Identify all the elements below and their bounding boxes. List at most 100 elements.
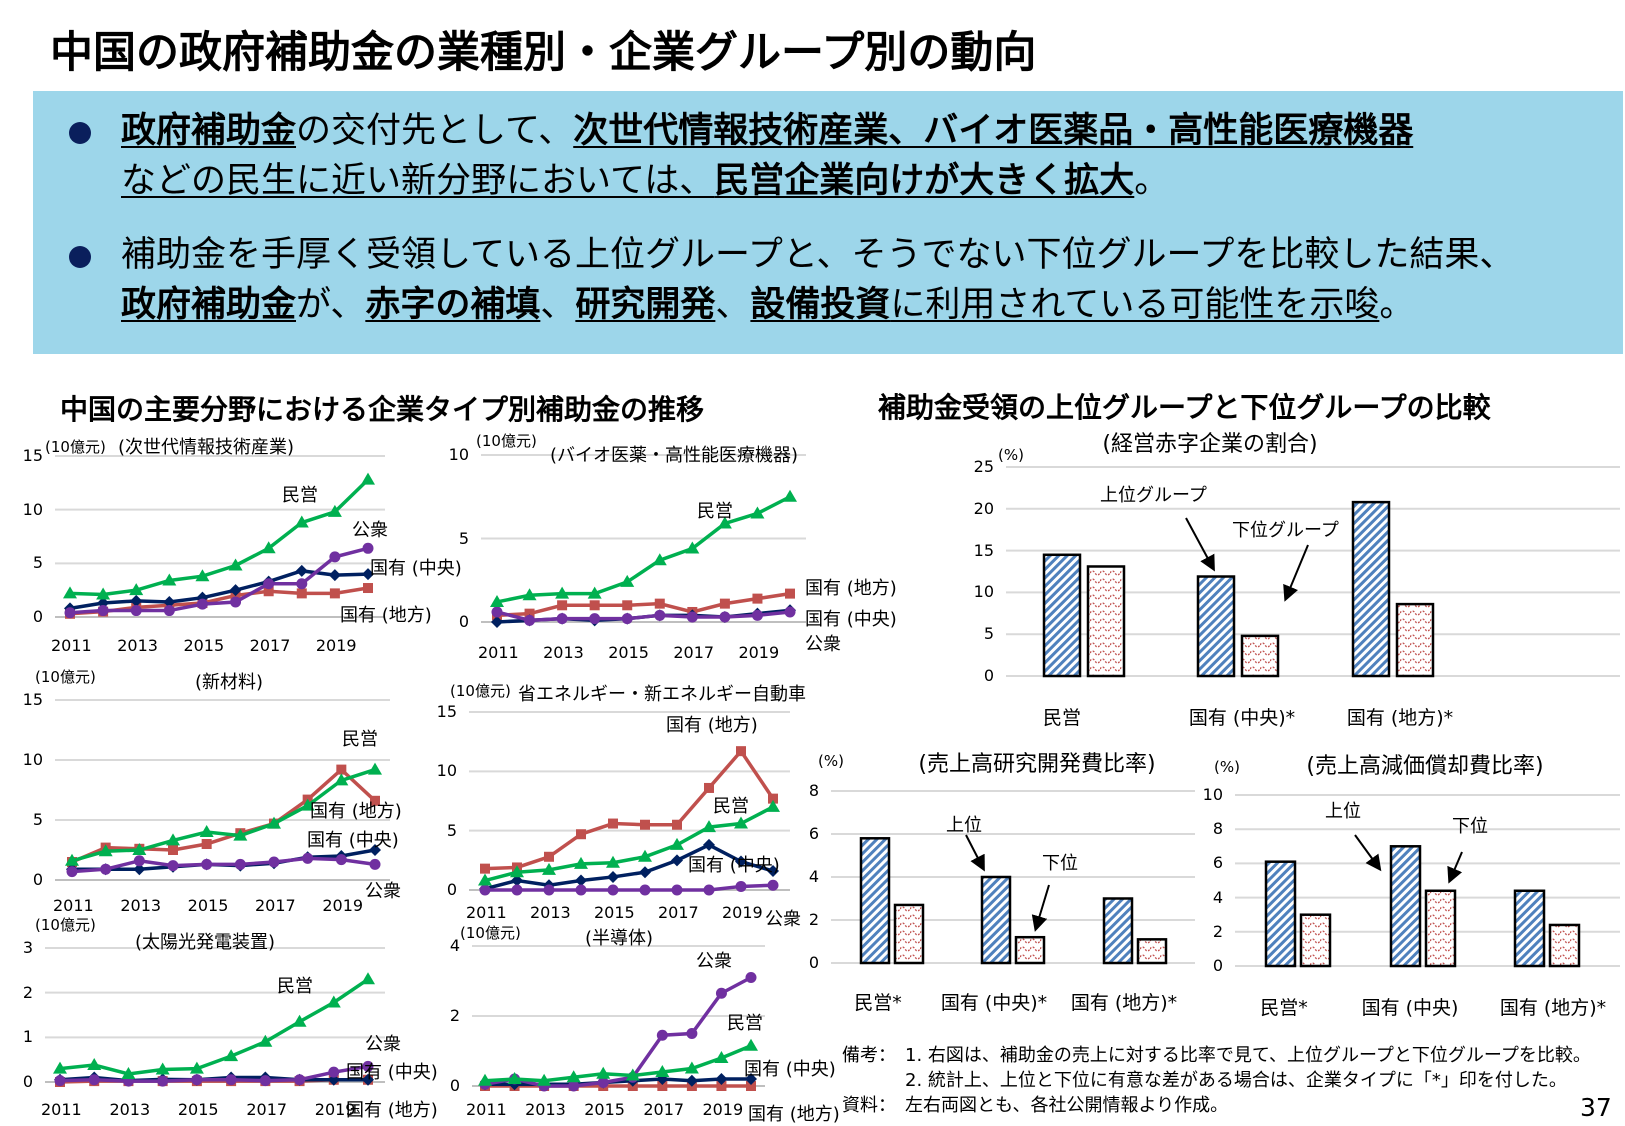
data-point-circle: [751, 609, 763, 621]
data-point-square: [746, 1081, 756, 1091]
x-tick-label: 2015: [584, 1100, 625, 1119]
series-label: 民営: [727, 1013, 763, 1034]
y-tick-label: 10: [1202, 785, 1223, 804]
data-point-triangle: [162, 573, 177, 586]
y-tick-label: 8: [808, 781, 819, 800]
bullet-text-segment: などの民生に近い新分野においては、: [121, 161, 715, 201]
data-point-square: [768, 793, 778, 804]
y-tick-label: 0: [446, 880, 457, 899]
data-point-circle: [597, 1077, 609, 1088]
data-point-circle: [568, 1080, 580, 1092]
series-annotation: 下位: [1042, 853, 1078, 874]
y-tick-label: 0: [983, 666, 994, 685]
series-label: 公衆: [696, 951, 732, 972]
series-annotation: 上位グループ: [1100, 485, 1207, 506]
data-point-triangle: [510, 865, 524, 878]
data-point-triangle: [53, 1061, 67, 1074]
chart-title: (次世代情報技術産業): [118, 437, 295, 458]
y-tick-label: 10: [22, 750, 43, 769]
series-label: 国有 (中央): [370, 558, 462, 579]
data-point-triangle: [625, 1068, 640, 1081]
data-point-circle: [621, 613, 633, 625]
bullet-icon: [69, 122, 91, 144]
series-label: 国有 (地方): [346, 1100, 438, 1121]
x-tick-label: 2013: [109, 1100, 151, 1119]
data-point-diamond: [163, 595, 176, 608]
y-tick-label: 2: [1212, 921, 1223, 941]
bullet-text-segment: 、: [540, 285, 576, 325]
data-point-circle: [302, 852, 314, 864]
data-point-square: [752, 593, 763, 604]
x-tick-label: 2013: [525, 1100, 566, 1119]
x-tick-label: 2011: [51, 636, 92, 655]
category-label: 民営*: [1260, 997, 1308, 1019]
x-tick-label: 2011: [466, 1100, 507, 1119]
x-tick-label: 2017: [249, 636, 291, 655]
x-tick-label: 2011: [478, 643, 519, 662]
data-point-triangle: [684, 1061, 699, 1074]
bullet-text-segment: 。: [1379, 285, 1415, 325]
chart-title: (売上高減価償却費比率): [1306, 754, 1544, 779]
category-label: 国有 (地方)*: [1070, 992, 1178, 1014]
y-tick-label: 5: [32, 810, 43, 829]
data-point-square: [672, 819, 682, 830]
data-point-triangle: [195, 569, 210, 582]
series-label: 民営: [277, 976, 313, 997]
data-point-circle: [335, 854, 347, 866]
data-point-triangle: [620, 574, 635, 587]
x-tick-label: 2015: [177, 1100, 219, 1119]
bullet-text-segment: 次世代情報技術産業、バイオ医薬品・高性能医療機器: [573, 111, 1414, 151]
data-point-square: [370, 795, 380, 806]
series-line: [71, 767, 377, 864]
data-point-square: [719, 598, 730, 609]
category-label: 国有 (中央)*: [1188, 707, 1296, 729]
data-point-triangle: [714, 1051, 729, 1063]
x-tick-label: 2017: [255, 896, 296, 915]
series-annotation: 上位: [946, 815, 982, 836]
unit-label: (%): [1214, 758, 1240, 776]
data-point-triangle: [750, 506, 765, 519]
data-point-circle: [607, 884, 619, 896]
y-tick-label: 8: [1212, 819, 1223, 839]
unit-label: (10億元): [35, 916, 96, 934]
bullet-line: 政府補助金の交付先として、次世代情報技術産業、バイオ医薬品・高性能医療機器: [121, 111, 1413, 151]
y-tick-label: 0: [449, 1076, 460, 1095]
data-point-triangle: [478, 873, 492, 886]
data-point-triangle: [326, 995, 341, 1008]
x-tick-label: 2015: [594, 903, 635, 922]
data-point-circle: [703, 884, 715, 896]
series-label: 国有 (地方): [666, 715, 758, 736]
data-point-circle: [133, 855, 145, 867]
right-heading: 補助金受領の上位グループと下位グループの比較: [878, 391, 1491, 424]
data-point-circle: [745, 972, 757, 983]
data-point-circle: [671, 884, 683, 896]
data-point-circle: [328, 1066, 340, 1078]
y-tick-label: 5: [983, 624, 994, 644]
data-point-triangle: [121, 1066, 136, 1079]
arrow-icon: [1447, 851, 1463, 884]
data-point-triangle: [596, 1066, 611, 1079]
series-line: [71, 767, 376, 863]
chart-title: (バイオ医薬・高性能医療機器): [550, 445, 799, 466]
data-point-circle: [234, 858, 246, 870]
data-point-triangle: [734, 816, 748, 829]
bar-upper: [1264, 860, 1297, 968]
category-label: 国有 (中央)*: [940, 992, 1048, 1014]
bullet-text-segment: が、: [296, 285, 366, 325]
data-point-triangle: [574, 856, 588, 869]
source-text: 左右両図とも、各社公開情報より作成。: [905, 1095, 1229, 1116]
series-line: [484, 1044, 752, 1083]
y-tick-label: 4: [1212, 887, 1223, 907]
unit-label: (10億元): [460, 924, 521, 942]
data-point-circle: [66, 866, 78, 878]
bullet-line: 政府補助金が、赤字の補填、研究開発、設備投資に利用されている可能性を示唆。: [121, 285, 1414, 325]
data-point-triangle: [98, 844, 113, 857]
series-label: 国有 (地方): [310, 801, 402, 822]
chart-title: (太陽光発電装置): [135, 932, 276, 953]
y-tick-label: 0: [32, 870, 43, 889]
data-point-triangle: [685, 541, 700, 554]
y-tick-label: 6: [808, 824, 819, 843]
series-line: [496, 495, 791, 604]
bullet-line: 補助金を手厚く受領している上位グループと、そうでない下位グループを比較した結果、: [121, 235, 1514, 275]
bar-lower: [1086, 565, 1126, 678]
